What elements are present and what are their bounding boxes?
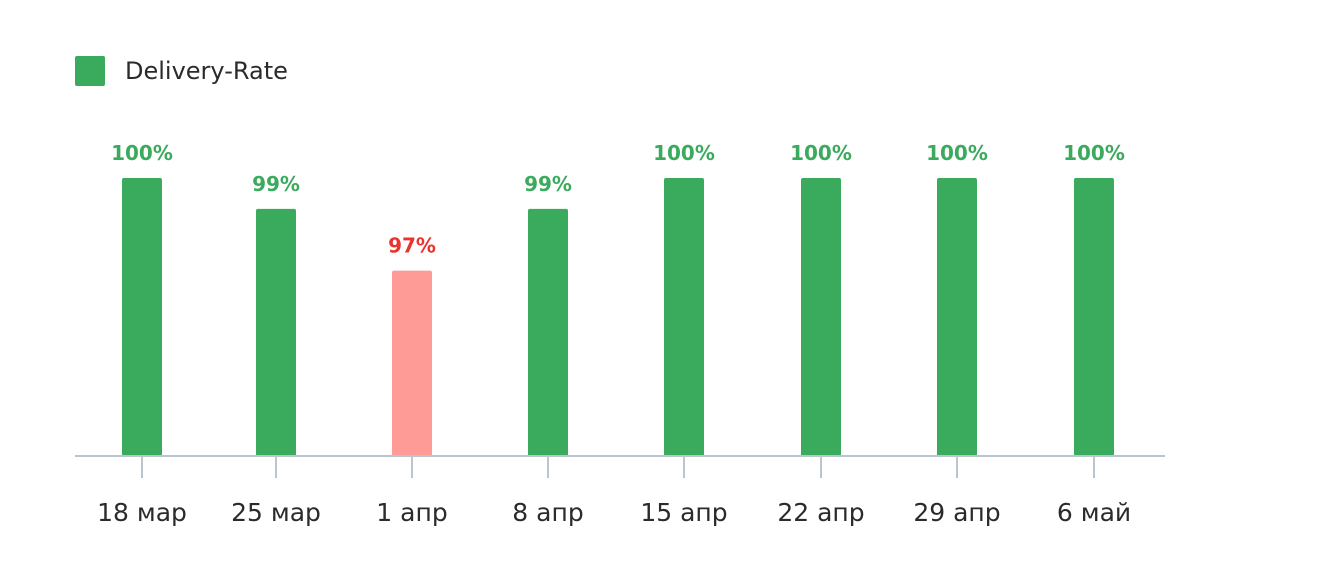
x-tick-label: 15 апр bbox=[640, 498, 727, 527]
x-tick-label: 6 май bbox=[1057, 498, 1131, 527]
x-tick-label: 29 апр bbox=[913, 498, 1000, 527]
data-label: 99% bbox=[252, 172, 300, 196]
data-label: 100% bbox=[1063, 141, 1125, 165]
x-tick-label: 25 мар bbox=[231, 498, 321, 527]
bar bbox=[664, 178, 704, 456]
bar bbox=[937, 178, 977, 456]
data-label: 100% bbox=[653, 141, 715, 165]
bar bbox=[256, 208, 296, 456]
x-tick-label: 1 апр bbox=[376, 498, 447, 527]
data-label: 100% bbox=[926, 141, 988, 165]
bar bbox=[1074, 178, 1114, 456]
bar bbox=[122, 178, 162, 456]
legend: Delivery-Rate bbox=[75, 56, 288, 86]
data-label: 100% bbox=[111, 141, 173, 165]
data-label: 100% bbox=[790, 141, 852, 165]
legend-label: Delivery-Rate bbox=[125, 57, 288, 85]
legend-swatch bbox=[75, 56, 105, 86]
x-tick-label: 18 мар bbox=[97, 498, 187, 527]
data-label: 97% bbox=[388, 234, 436, 258]
bar bbox=[392, 270, 432, 456]
x-tick-label: 22 апр bbox=[777, 498, 864, 527]
data-label: 99% bbox=[524, 172, 572, 196]
x-tick-label: 8 апр bbox=[512, 498, 583, 527]
bar bbox=[528, 208, 568, 456]
bar bbox=[801, 178, 841, 456]
